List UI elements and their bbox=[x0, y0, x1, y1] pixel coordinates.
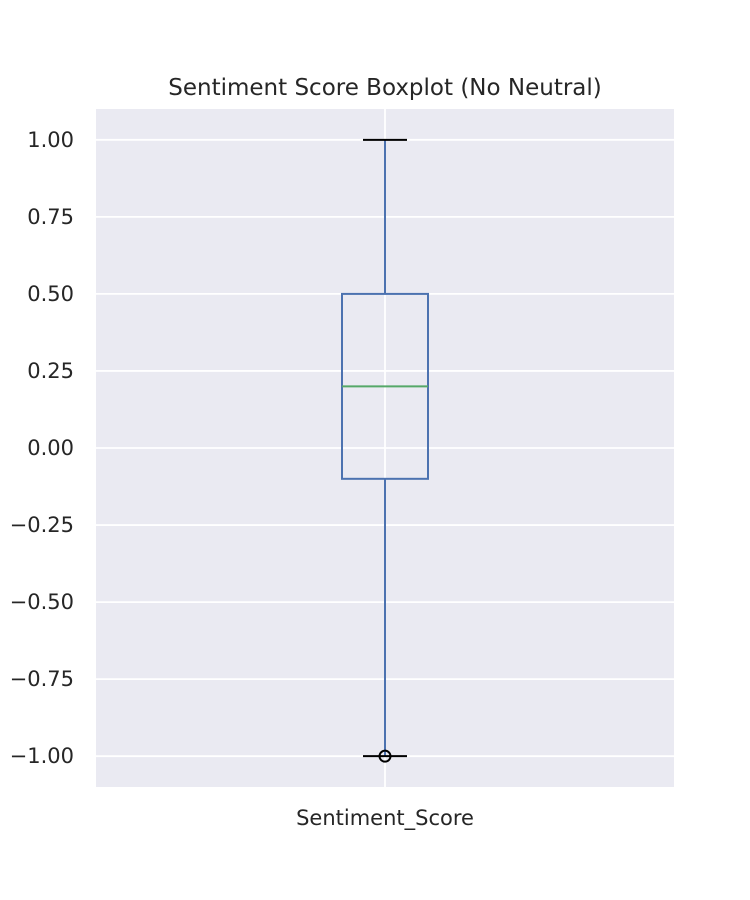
y-tick-label: −0.50 bbox=[10, 590, 74, 614]
box-marks bbox=[341, 138, 429, 763]
y-tick-label: −1.00 bbox=[10, 744, 74, 768]
y-tick-label: 0.50 bbox=[27, 282, 74, 306]
x-axis-ticks: Sentiment_Score bbox=[296, 806, 474, 831]
chart-title: Sentiment Score Boxplot (No Neutral) bbox=[168, 75, 602, 101]
y-tick-label: −0.25 bbox=[10, 513, 74, 537]
y-axis-ticks: 1.00 0.75 0.50 0.25 0.00 −0.25 −0.50 −0.75 −1.00 bbox=[10, 128, 74, 768]
y-tick-label: −0.75 bbox=[10, 667, 74, 691]
y-tick-label: 0.25 bbox=[27, 359, 74, 383]
x-tick-label: Sentiment_Score bbox=[296, 806, 474, 831]
y-tick-label: 0.75 bbox=[27, 205, 74, 229]
outlier-point bbox=[378, 749, 392, 763]
y-tick-label: 0.00 bbox=[27, 436, 74, 460]
y-tick-label: 1.00 bbox=[27, 128, 74, 152]
